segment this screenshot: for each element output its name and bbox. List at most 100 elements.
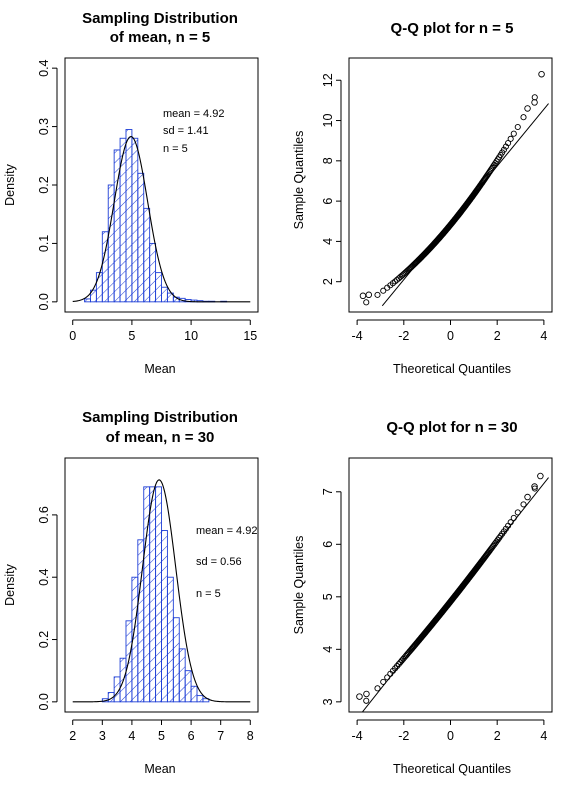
qq-point [510, 130, 517, 137]
x-axis-label: Mean [144, 762, 175, 776]
x-tick-label: 2 [494, 329, 501, 343]
chart-title: Q-Q plot for n = 5 [391, 20, 514, 37]
y-axis: 0.0 0.1 0.2 0.3 0.4 [37, 59, 58, 311]
qq-point [537, 472, 544, 480]
y-tick-label: 6 [321, 541, 335, 548]
x-tick-label: -2 [398, 729, 409, 743]
y-tick-label: 10 [321, 114, 335, 128]
y-tick-label: 0.2 [37, 176, 51, 193]
qq-point [531, 483, 538, 490]
y-tick-label: 4 [321, 646, 335, 653]
qq-point [392, 278, 399, 285]
qq-point [538, 70, 545, 78]
density-curve [72, 479, 251, 703]
x-tick-label: 10 [184, 329, 198, 343]
qq-point [524, 493, 531, 501]
histogram-bar [131, 137, 139, 303]
qq-point [363, 299, 370, 306]
histogram-bar [172, 617, 180, 703]
qq-point [489, 164, 496, 172]
qq-point [394, 663, 401, 670]
y-axis-label: Density [3, 563, 17, 605]
y-tick-label: 0.4 [37, 59, 51, 76]
panel-hist-n5: Sampling Distribution of mean, n = 5 0 5 1… [3, 10, 259, 376]
qq-points [356, 472, 544, 704]
annotation-mean: mean = 4.92 [163, 108, 224, 120]
x-tick-label: 15 [243, 329, 257, 343]
y-axis: 2 4 6 8 10 12 [321, 73, 342, 285]
qq-points [359, 70, 545, 306]
x-tick-label: 4 [540, 329, 547, 343]
annotation-mean: mean = 4.92 [196, 525, 257, 537]
y-tick-label: 0.1 [37, 235, 51, 252]
panel-qq-n30: Q-Q plot for n = 30 -4 -2 0 2 4 3 4 5 6 7 Theore… [292, 419, 553, 776]
x-tick-label: -2 [398, 329, 409, 343]
y-tick-label: 8 [321, 157, 335, 164]
x-tick-label: 8 [247, 729, 254, 743]
histogram-bar [149, 486, 157, 703]
qq-point [395, 661, 402, 668]
x-tick-label: 0 [447, 729, 454, 743]
histogram-bar [184, 670, 192, 703]
y-axis: 3 4 5 6 7 [321, 488, 342, 705]
histogram-bar [166, 576, 174, 703]
qq-point [380, 678, 387, 685]
x-tick-label: 5 [128, 329, 135, 343]
y-axis-label: Density [3, 163, 17, 205]
qq-point [494, 536, 501, 543]
qq-point [531, 94, 538, 101]
chart-title-line2: of mean, n = 30 [106, 429, 215, 446]
plot-frame [64, 457, 259, 713]
y-axis-label: Sample Quantiles [292, 131, 306, 230]
histogram-bar [196, 695, 204, 703]
histogram-bar [107, 184, 115, 303]
annotation-n: n = 5 [163, 143, 188, 155]
histogram-bar [202, 698, 210, 703]
qq-point [507, 135, 514, 142]
y-tick-label: 5 [321, 593, 335, 600]
y-tick-label: 7 [321, 488, 335, 495]
histogram-bar [137, 172, 145, 303]
qq-point [380, 287, 387, 294]
qq-point [520, 501, 527, 508]
x-tick-label: 3 [99, 729, 106, 743]
y-tick-label: 0.4 [37, 568, 51, 585]
annotation-sd: sd = 0.56 [196, 556, 242, 568]
qq-point [365, 291, 373, 299]
plot-frame [64, 57, 259, 313]
x-tick-label: 6 [188, 729, 195, 743]
qq-point [359, 292, 367, 300]
histogram-bar [161, 286, 168, 303]
chart-title-line1: Sampling Distribution [82, 409, 238, 426]
x-axis: 2 3 4 5 6 7 8 [69, 719, 254, 743]
x-tick-label: 0 [447, 329, 454, 343]
qq-point [520, 114, 527, 121]
histogram-bar [84, 298, 91, 303]
y-tick-label: 0.3 [37, 118, 51, 135]
plot-frame [348, 457, 553, 713]
y-tick-label: 0.6 [37, 506, 51, 523]
qq-point [510, 514, 517, 521]
y-tick-label: 6 [321, 198, 335, 205]
x-tick-label: 2 [69, 729, 76, 743]
panel-qq-n5: Q-Q plot for n = 5 -4 -2 0 2 4 2 4 6 8 10 12 Theo… [292, 20, 553, 376]
x-axis: -4 -2 0 2 4 [352, 719, 547, 743]
qq-point [374, 685, 381, 692]
histogram-bars [101, 486, 210, 703]
qq-point [514, 509, 521, 516]
histogram-bars [84, 129, 228, 303]
qq-point [514, 123, 521, 131]
y-tick-label: 0.0 [37, 693, 51, 710]
chart-title-line2: of mean, n = 5 [110, 29, 210, 46]
y-tick-label: 12 [321, 73, 335, 87]
histogram-bar [178, 648, 186, 703]
qq-point [500, 146, 507, 153]
y-tick-label: 4 [321, 238, 335, 245]
annotation-n: n = 5 [196, 588, 221, 600]
chart-title-line1: Sampling Distribution [82, 10, 238, 27]
histogram-bar [125, 129, 133, 303]
density-curve [72, 136, 251, 303]
qq-point [356, 693, 363, 700]
chart-title: Q-Q plot for n = 30 [386, 419, 517, 436]
x-axis: 0 5 10 15 [69, 319, 257, 343]
